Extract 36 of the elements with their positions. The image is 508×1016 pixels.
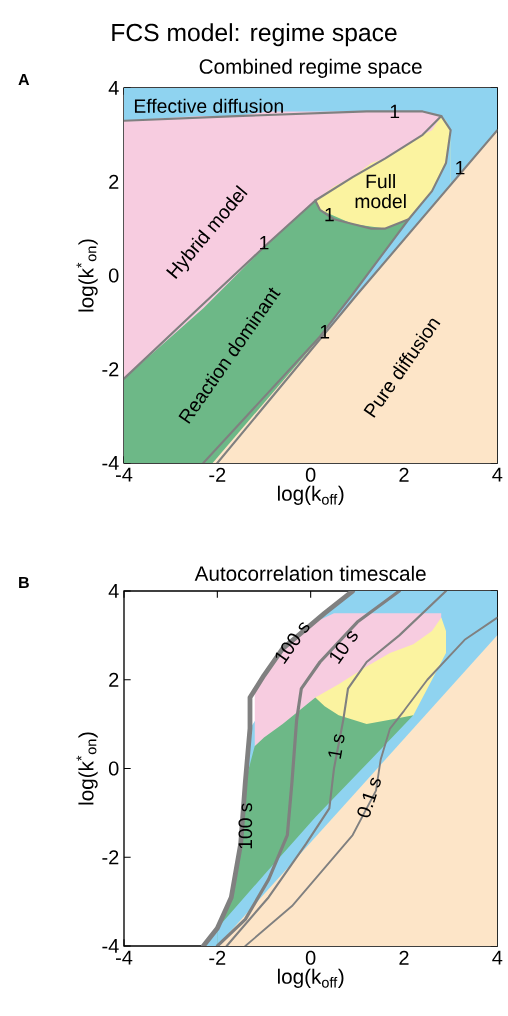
y-tick-label: -2: [102, 362, 119, 377]
annotation: 100 s: [238, 803, 253, 849]
text: 1 s: [328, 734, 345, 759]
annotation: 1: [390, 104, 400, 119]
annotation: 1: [260, 236, 269, 250]
y-tick-label: 2: [109, 174, 119, 189]
annotation: 1: [456, 161, 465, 175]
annotation: 1: [320, 325, 330, 339]
text: A: [18, 74, 30, 86]
x-tick-label: 4: [492, 950, 503, 965]
x-axis-title: log(k$_{off}$): [277, 485, 344, 505]
series-label: Effective diffusion: [134, 98, 283, 113]
x-tick-label: 4: [492, 467, 503, 482]
chart-title: FCS model: regime space: [112, 23, 397, 47]
y-axis-title: log(k$^{*}$$_{on}$): [76, 732, 98, 805]
text: 10 s: [330, 631, 358, 665]
x-tick-label: 0: [305, 467, 316, 482]
text: B: [19, 577, 29, 589]
y-tick-label: 4: [108, 81, 119, 95]
y-tick-label: 2: [109, 672, 119, 687]
y-tick-label: -2: [102, 850, 119, 865]
chart-subtitle: Combined regime space: [199, 58, 422, 78]
x-tick-label: -2: [209, 467, 226, 482]
x-tick-label: 2: [399, 467, 409, 482]
text: 0.1 s: [357, 777, 381, 818]
x-tick-label: -2: [209, 950, 226, 965]
y-tick-label: 0: [108, 761, 119, 776]
y-tick-label: 4: [108, 584, 119, 598]
chart-title: Autocorrelation timescale: [194, 565, 426, 581]
x-tick-label: 0: [305, 950, 316, 965]
text: 100 s: [275, 622, 310, 665]
x-tick-label: 2: [399, 950, 409, 965]
series-label: Full model: [355, 174, 406, 209]
y-tick-label: 0: [108, 268, 119, 283]
x-axis-title: log(k$_{off}$): [277, 968, 344, 988]
y-axis-title: log(k$^{*}$$_{on}$): [76, 239, 98, 312]
